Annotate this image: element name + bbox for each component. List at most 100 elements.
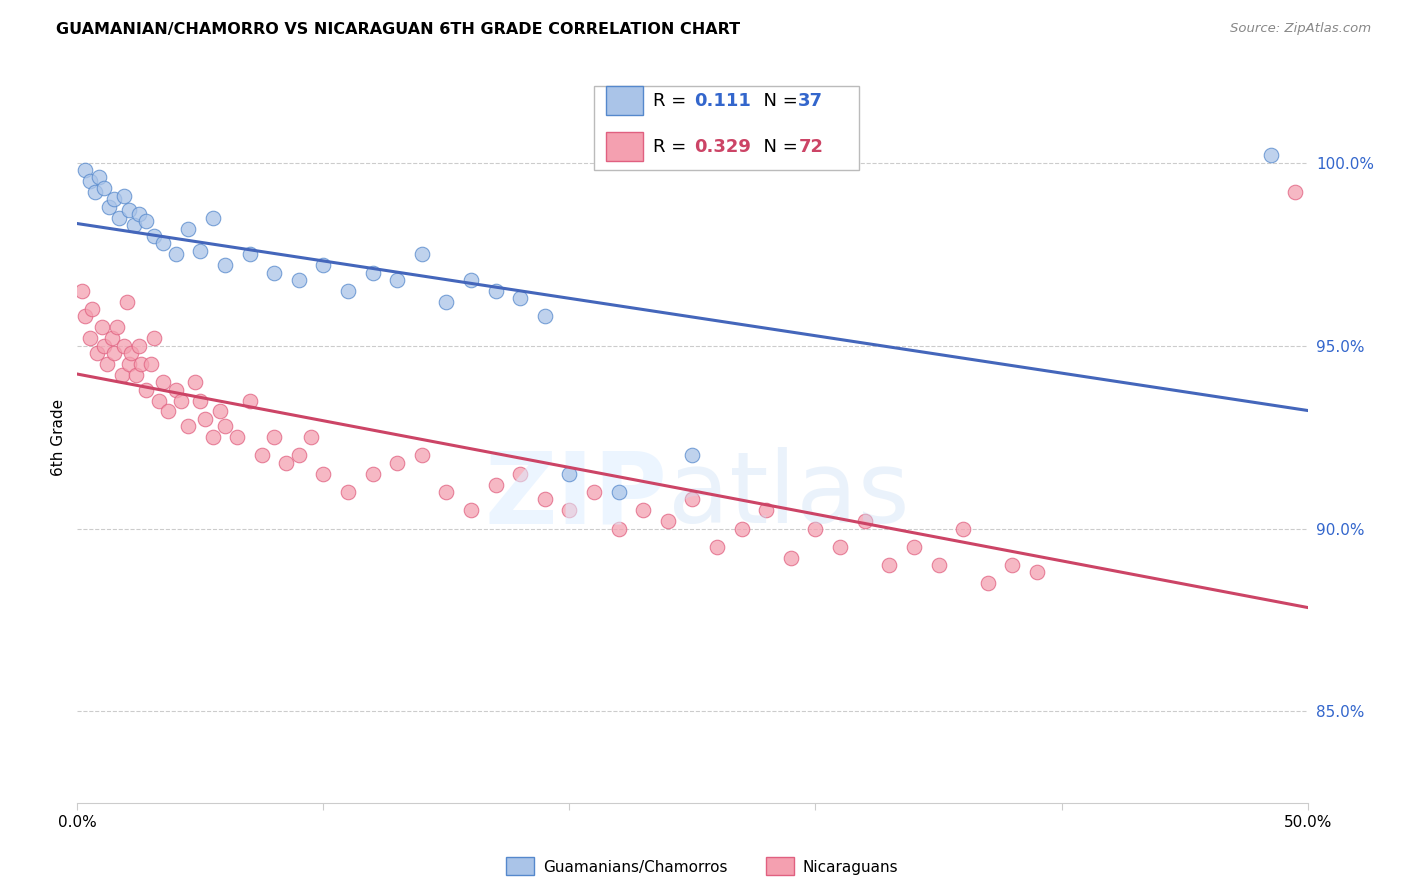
Point [190, 244, 212, 258]
Point [103, 193, 125, 207]
Point [460, 273, 482, 287]
Text: 0.329: 0.329 [693, 137, 751, 156]
Text: Source: ZipAtlas.com: Source: ZipAtlas.com [1230, 22, 1371, 36]
Point [879, 558, 901, 573]
Point [903, 540, 925, 554]
Point [485, 284, 508, 298]
Point [165, 383, 187, 397]
Point [263, 266, 285, 280]
Point [411, 448, 433, 462]
Text: Guamanians/Chamorros: Guamanians/Chamorros [543, 860, 727, 874]
Point [928, 558, 950, 573]
Point [184, 376, 207, 390]
Point [93, 181, 115, 195]
Point [361, 467, 384, 481]
Point [830, 540, 852, 554]
Point [79, 174, 101, 188]
Point [152, 376, 174, 390]
Text: N =: N = [752, 92, 803, 110]
Point [214, 419, 236, 434]
Point [804, 522, 827, 536]
Point [1026, 566, 1049, 580]
Point [583, 485, 606, 500]
Point [214, 258, 236, 272]
Text: ZIP: ZIP [485, 447, 668, 544]
Point [387, 273, 409, 287]
Text: atlas: atlas [668, 447, 910, 544]
Point [312, 467, 335, 481]
Point [731, 522, 754, 536]
Point [436, 294, 458, 309]
Point [125, 368, 148, 382]
Point [83, 185, 105, 199]
Point [96, 357, 118, 371]
Point [657, 514, 679, 528]
Point [90, 320, 114, 334]
FancyBboxPatch shape [595, 86, 859, 170]
Y-axis label: 6th Grade: 6th Grade [51, 399, 66, 475]
Point [1001, 558, 1024, 573]
Point [79, 331, 101, 345]
Point [121, 346, 143, 360]
Text: R =: R = [654, 137, 692, 156]
Point [558, 467, 581, 481]
Point [142, 331, 165, 345]
Point [276, 456, 298, 470]
Point [288, 448, 311, 462]
Point [165, 247, 187, 261]
Point [387, 456, 409, 470]
Point [509, 291, 531, 305]
Point [411, 247, 433, 261]
Point [633, 503, 655, 517]
Point [177, 419, 200, 434]
Point [682, 492, 704, 507]
Point [607, 522, 630, 536]
Point [115, 294, 138, 309]
Point [170, 393, 193, 408]
Point [226, 430, 249, 444]
Point [1284, 185, 1306, 199]
Point [118, 203, 141, 218]
Point [111, 368, 134, 382]
Point [105, 320, 128, 334]
Point [755, 503, 778, 517]
Point [853, 514, 876, 528]
Point [177, 221, 200, 235]
Text: N =: N = [752, 137, 803, 156]
Point [1260, 148, 1282, 162]
Point [112, 188, 135, 202]
Point [534, 310, 557, 324]
Point [73, 163, 96, 178]
Point [682, 448, 704, 462]
Text: Nicaraguans: Nicaraguans [803, 860, 898, 874]
Text: GUAMANIAN/CHAMORRO VS NICARAGUAN 6TH GRADE CORRELATION CHART: GUAMANIAN/CHAMORRO VS NICARAGUAN 6TH GRA… [56, 22, 741, 37]
Point [250, 448, 273, 462]
Point [152, 236, 174, 251]
Point [194, 412, 217, 426]
Point [607, 485, 630, 500]
Point [128, 207, 150, 221]
Point [312, 258, 335, 272]
Point [190, 393, 212, 408]
Point [141, 357, 163, 371]
Point [122, 218, 145, 232]
Point [706, 540, 728, 554]
Point [201, 211, 224, 225]
Point [82, 302, 104, 317]
Point [558, 503, 581, 517]
Point [977, 576, 1000, 591]
Point [108, 211, 131, 225]
Point [361, 266, 384, 280]
Point [509, 467, 531, 481]
FancyBboxPatch shape [606, 132, 644, 161]
Point [460, 503, 482, 517]
Point [534, 492, 557, 507]
Point [86, 346, 108, 360]
Point [263, 430, 285, 444]
Point [952, 522, 974, 536]
Point [73, 310, 96, 324]
Text: R =: R = [654, 92, 692, 110]
Point [780, 550, 803, 565]
Point [209, 404, 232, 418]
Point [485, 477, 508, 491]
